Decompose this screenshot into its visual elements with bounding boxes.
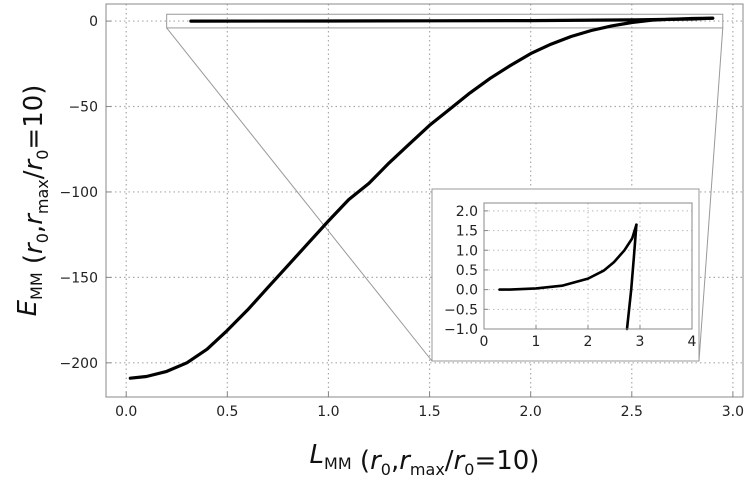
inset-xtick-label: 1 bbox=[532, 334, 541, 350]
axis-label-part: 0 bbox=[381, 460, 391, 477]
main-series bbox=[128, 16, 715, 380]
inset-ytick-label: 2.0 bbox=[456, 204, 478, 220]
axis-label-part: r bbox=[399, 446, 412, 476]
axis-label-part: =10) bbox=[19, 85, 49, 150]
inset-xtick-label: 0 bbox=[480, 334, 489, 350]
inset-ytick-label: −1.0 bbox=[444, 322, 478, 338]
x-axis-label-base: L bbox=[310, 440, 325, 470]
axis-label-part: =10) bbox=[474, 446, 539, 476]
axis-label-part: ( bbox=[360, 446, 370, 476]
main-xtick-label: 0.5 bbox=[216, 404, 238, 420]
main-ytick-label: −100 bbox=[60, 185, 98, 201]
inset-ytick-label: 1.5 bbox=[456, 224, 478, 240]
zoom-box bbox=[166, 13, 724, 29]
zoom-connector-right bbox=[698, 27, 724, 362]
main-ytick-label: −50 bbox=[68, 100, 98, 116]
axis-label-part: 0 bbox=[464, 460, 474, 477]
axis-label-part: / bbox=[445, 446, 454, 476]
axis-label-part: r bbox=[370, 446, 383, 476]
inset-series bbox=[498, 223, 638, 331]
y-axis-label-sub: MM bbox=[27, 272, 46, 300]
zoom-guides bbox=[166, 13, 724, 362]
axis-label-part: / bbox=[19, 170, 49, 179]
axis-label-part: r bbox=[19, 212, 49, 225]
axis-label-part: ( bbox=[19, 254, 49, 264]
main-ytick-label: −150 bbox=[60, 270, 98, 286]
axis-label-part: r bbox=[19, 241, 49, 254]
x-axis-label-sub: MM bbox=[324, 454, 352, 473]
main-ytick-label: 0 bbox=[89, 14, 98, 30]
axis-label-part: max bbox=[33, 179, 52, 214]
main-series-line-1 bbox=[128, 16, 715, 380]
main-plot-frame bbox=[105, 3, 744, 398]
inset-background bbox=[431, 188, 700, 362]
inset-plot: 0 1 2 3 4 2.0 1.5 1.0 0.5 0.0 −0.5 −1.0 bbox=[431, 188, 700, 362]
y-axis-label: EMM (r0,rmax/r0=10) bbox=[13, 85, 52, 317]
main-series-line-2 bbox=[189, 16, 715, 23]
inset-series-line-2 bbox=[625, 223, 638, 331]
zoom-connector-left bbox=[166, 27, 433, 362]
axis-label-part: , bbox=[19, 225, 49, 233]
axis-label-part: 0 bbox=[33, 150, 52, 160]
main-xtick-label: 2.0 bbox=[520, 404, 542, 420]
y-axis-label-base: E bbox=[13, 299, 43, 316]
main-xtick-label: 0.0 bbox=[115, 404, 137, 420]
main-xtick-label: 1.0 bbox=[317, 404, 339, 420]
main-ticks: 0.0 0.5 1.0 1.5 2.0 2.5 3.0 0 −50 −100 −150 −200 bbox=[60, 14, 744, 420]
axis-label-part: 0 bbox=[33, 233, 52, 243]
axis-label-part: , bbox=[391, 446, 399, 476]
x-axis-label: LMM (r0,rmax/r0=10) bbox=[310, 440, 540, 477]
main-xtick-label: 3.0 bbox=[722, 404, 744, 420]
inset-ytick-label: 0.0 bbox=[456, 283, 478, 299]
main-xtick-label: 1.5 bbox=[418, 404, 440, 420]
inset-xtick-label: 3 bbox=[636, 334, 645, 350]
main-xtick-label: 2.5 bbox=[621, 404, 643, 420]
inset-ticks: 0 1 2 3 4 2.0 1.5 1.0 0.5 0.0 −0.5 −1.0 bbox=[444, 204, 697, 350]
inset-ytick-label: 0.5 bbox=[456, 263, 478, 279]
main-ytick-label: −200 bbox=[60, 356, 98, 372]
inset-xtick-label: 2 bbox=[584, 334, 593, 350]
inset-ytick-label: 1.0 bbox=[456, 243, 478, 259]
inset-series-line-1 bbox=[498, 223, 638, 291]
inset-xtick-label: 4 bbox=[688, 334, 697, 350]
inset-ytick-label: −0.5 bbox=[444, 302, 478, 318]
axis-label-part: r bbox=[19, 157, 49, 170]
axis-label-part: r bbox=[454, 446, 467, 476]
axis-label-part: max bbox=[410, 460, 445, 477]
